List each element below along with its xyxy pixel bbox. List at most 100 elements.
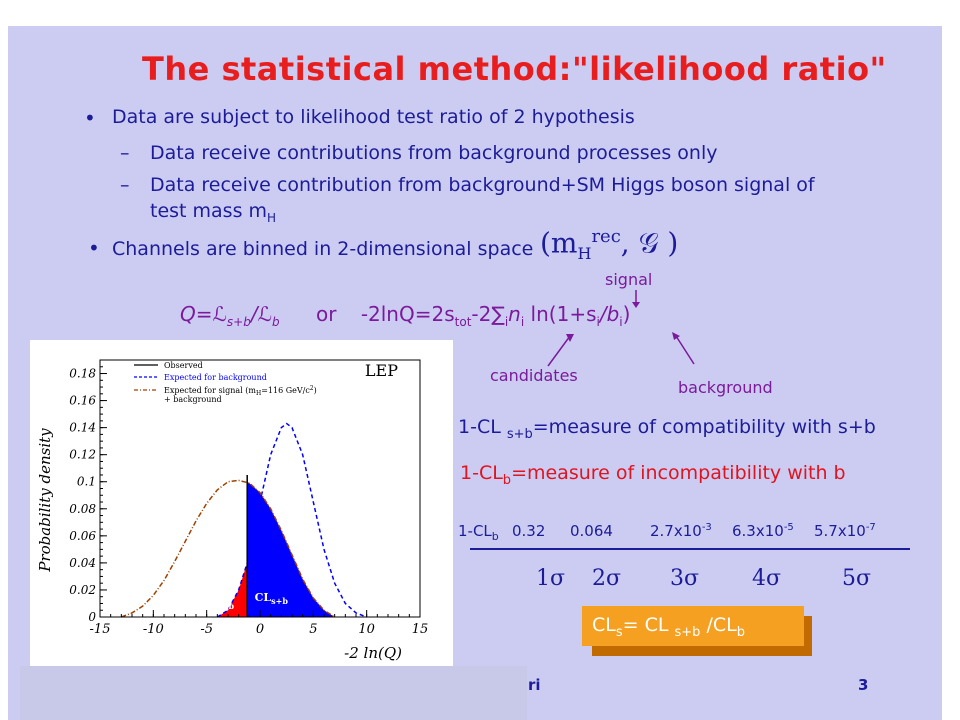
q-sub1: s+b [226, 315, 251, 329]
bullet-dot: • [84, 106, 96, 130]
subbullet-dash: – [120, 142, 130, 164]
space-sub: H [577, 243, 592, 263]
y-axis-label: Probability density [36, 428, 54, 573]
space-formula: (mHrec, 𝒢 ) [540, 226, 678, 263]
s-sub: i [596, 315, 600, 329]
y-tick-label: 0.1 [77, 475, 96, 489]
cl-b-fill-text: CL [212, 596, 229, 609]
candidates-arrow-svg [547, 334, 574, 367]
table-value: 0.064 [570, 522, 613, 540]
bullet-2-text: Channels are binned in 2-dimensional spa… [112, 238, 534, 260]
background-curve [216, 422, 367, 618]
q-part: Q=ℒ [180, 302, 227, 326]
table-divider [470, 548, 910, 550]
subbullet-2-text: Data receive contribution from backgroun… [150, 174, 815, 196]
cls-c: /CL [700, 614, 737, 636]
likelihood-formula: Q=ℒs+b/ℒb or -2lnQ=2stot-2∑ini ln(1+si/b… [180, 302, 630, 329]
background-arrowhead [672, 332, 680, 340]
table-value-exp: -3 [701, 522, 712, 533]
legend-signal-text: Expected for signal (m [164, 386, 256, 395]
cl-sb-line: 1-CL s+b=measure of compatibility with s… [458, 416, 876, 442]
ln-sub: tot [454, 315, 472, 329]
table-label: 1-CLb [458, 522, 499, 543]
bullet-1-text: Data are subject to likelihood test rati… [112, 106, 635, 128]
cls-box [582, 606, 804, 646]
candidates-arrowhead [566, 334, 574, 342]
mass-subscript: H [267, 210, 277, 225]
likelihood-chart: -15 -10 -5 0 5 10 15 0 0.02 0.04 0.06 0.08 0.1 0.12 0.… [36, 359, 429, 662]
subbullet-1-text: Data receive contributions from backgrou… [150, 142, 718, 164]
table-value: 2.7x10-3 [650, 522, 712, 540]
table-value: 6.3x10-5 [732, 522, 794, 540]
n-sub: i [520, 315, 525, 329]
x-tick-label: 15 [412, 622, 429, 637]
y-tick-label: 0 [88, 610, 96, 624]
sigma-label: 1σ [536, 566, 566, 591]
space-m: (m [540, 226, 578, 260]
cl-b-fill-label: CLb [212, 596, 235, 611]
b-var: /b [599, 302, 620, 326]
space-rest: , 𝒢 ) [620, 226, 679, 260]
sigma-label: 2σ [592, 566, 622, 591]
chart-legend: Observed Expected for background Expecte… [134, 361, 317, 404]
curve-group [121, 422, 367, 618]
x-tick-label: 5 [309, 622, 317, 637]
cl-sb-fill-text: CL [255, 591, 272, 604]
table-value-mantissa: 2.7x10 [650, 522, 702, 540]
slide-title: The statistical method:"likelihood ratio… [142, 50, 887, 88]
y-tick-label: 0.16 [69, 394, 96, 408]
table-label-sub: b [491, 530, 499, 543]
cl-sb-post: =measure of compatibility with s+b [532, 416, 876, 438]
x-tick-label: -10 [143, 622, 164, 637]
y-tick-label: 0.06 [69, 529, 96, 543]
test-mass-text: test mass m [150, 200, 268, 222]
x-axis-label: -2 ln(Q) [344, 644, 402, 662]
formula-or: or [315, 302, 337, 326]
cl-b-post: =measure of incompatibility with b [511, 462, 846, 484]
y-tick-label: 0.18 [69, 367, 96, 381]
background-annotation: background [678, 378, 773, 397]
table-value-mantissa: 6.3x10 [732, 522, 784, 540]
table-value-exp: -7 [865, 522, 876, 533]
cl-b-fill-sub: b [229, 601, 235, 611]
bullet-dot: • [88, 236, 100, 260]
cls-b-sub: s+b [674, 624, 701, 640]
legend-signal-sub: H [256, 390, 261, 397]
y-tick-label: 0.12 [69, 448, 96, 462]
candidates-annotation: candidates [490, 366, 578, 385]
cl-b-fill [217, 562, 248, 617]
axes-group: -15 -10 -5 0 5 10 15 0 0.02 0.04 0.06 0.08 0.1 0.12 0.… [69, 359, 429, 637]
x-tick-label: 0 [256, 622, 264, 637]
page-number: 3 [858, 676, 869, 694]
cl-sb-fill-label: CLs+b [255, 591, 289, 606]
y-tick-label: 0.04 [69, 556, 96, 570]
cls-formula: CLs= CL s+b /CLb [592, 614, 745, 640]
lep-label: LEP [365, 361, 398, 380]
legend-signal: Expected for signal (mH=116 GeV/c2) [164, 385, 317, 397]
x-tick-label: -5 [200, 622, 213, 637]
table-value: 5.7x10-7 [814, 522, 876, 540]
table-label-pre: 1-CL [458, 522, 492, 540]
signal-arrowhead [632, 302, 640, 308]
cl-sb-pre: 1-CL [458, 416, 507, 438]
n-var: n [508, 302, 521, 326]
y-tick-label: 0.02 [69, 583, 96, 597]
table-value: 0.32 [512, 522, 546, 540]
legend-signal-sup: 2 [310, 385, 314, 392]
background-arrow [675, 335, 695, 365]
formula-close: ) [622, 302, 631, 326]
cl-sb-fill [247, 482, 335, 617]
y-tick-label: 0.14 [69, 421, 96, 435]
legend-observed: Observed [164, 361, 203, 370]
cl-sb-sub: s+b [506, 426, 533, 442]
sigma-label: 4σ [752, 566, 782, 591]
chart-container: -15 -10 -5 0 5 10 15 0 0.02 0.04 0.06 0.08 0.1 0.12 0.… [30, 340, 453, 668]
signal-annotation: signal [605, 270, 653, 289]
table-value-exp: -5 [783, 522, 794, 533]
cls-b: = CL [622, 614, 675, 636]
ln-rest: -2∑ [471, 302, 505, 326]
cl-sb-fill-sub: s+b [271, 596, 288, 606]
cls-a: CL [592, 614, 616, 636]
footer-fragment: ri [528, 676, 541, 694]
legend-signal-rest: =116 GeV/c [261, 386, 310, 395]
